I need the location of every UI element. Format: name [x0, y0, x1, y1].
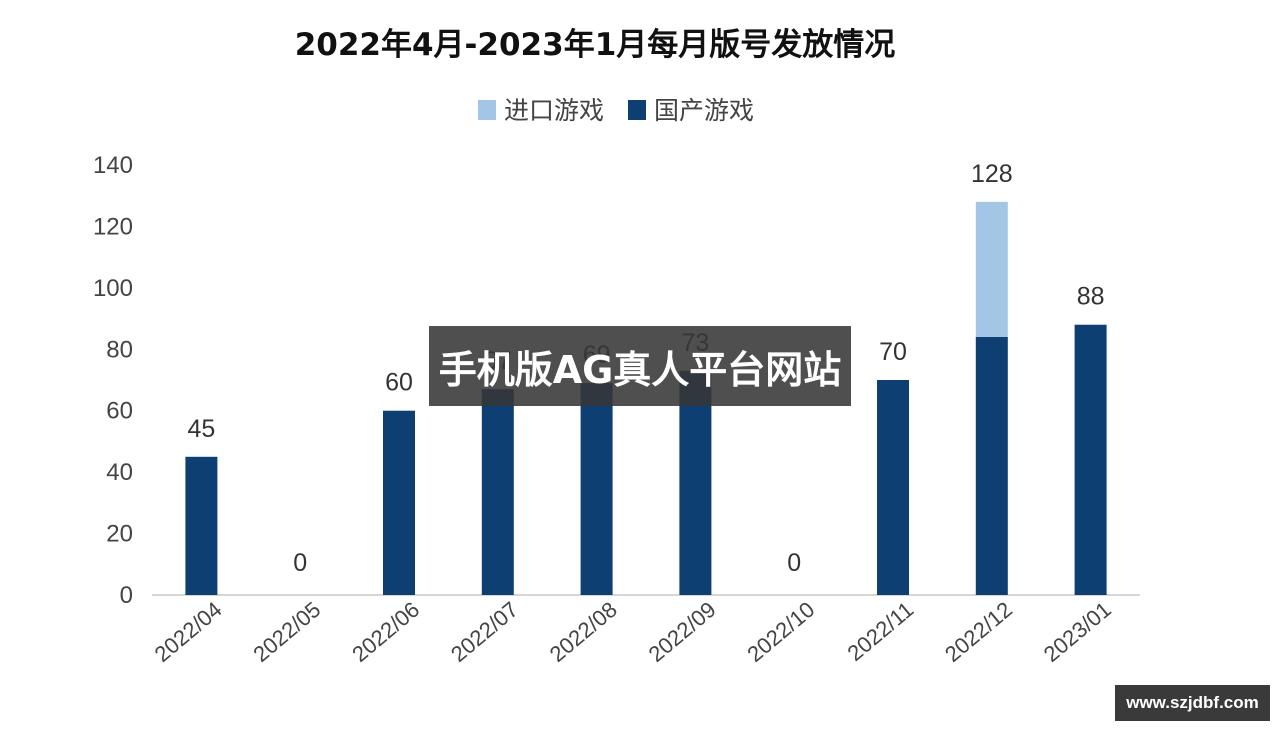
x-tick-label: 2022/11	[842, 597, 918, 666]
y-axis: 0 20 40 60 80 100 120 140	[93, 152, 133, 609]
y-tick-label: 20	[106, 521, 133, 548]
data-label: 60	[385, 369, 413, 397]
legend-swatch-1	[628, 100, 646, 120]
overlay-text: 手机版AG真人平台网站	[438, 347, 842, 392]
legend: 进口游戏 国产游戏	[478, 96, 754, 125]
x-tick-label: 2022/04	[150, 597, 227, 667]
x-axis: 2022/04 2022/05 2022/06 2022/07 2022/08 2022/…	[150, 597, 1116, 667]
x-tick-label: 2022/12	[940, 597, 1017, 667]
x-tick-label: 2022/07	[446, 597, 523, 667]
y-tick-label: 80	[106, 336, 133, 363]
bar-2022-12-series-1	[975, 201, 1008, 337]
bars	[185, 201, 1107, 595]
bar-2023-01-series-0	[1074, 324, 1107, 595]
legend-label-0: 进口游戏	[504, 96, 604, 125]
y-tick-label: 40	[106, 459, 133, 486]
watermark: www.szjdbf.com	[1115, 685, 1270, 721]
x-tick-label: 2022/08	[545, 597, 622, 667]
overlay-banner: 手机版AG真人平台网站	[429, 326, 851, 406]
chart-title: 2022年4月-2023年1月每月版号发放情况	[295, 27, 896, 63]
data-label: 0	[293, 549, 307, 577]
y-tick-label: 60	[106, 398, 133, 425]
bar-2022-08-series-0	[580, 383, 613, 595]
bar-2022-06-series-0	[383, 410, 415, 595]
x-tick-label: 2022/10	[742, 597, 819, 667]
y-tick-label: 0	[120, 582, 133, 609]
y-tick-label: 140	[93, 152, 133, 179]
data-label: 128	[971, 160, 1013, 188]
x-tick-label: 2022/09	[644, 597, 721, 667]
bar-2022-12-series-0	[975, 337, 1008, 595]
data-label: 45	[187, 415, 215, 443]
x-tick-label: 2022/05	[248, 597, 325, 667]
bar-2022-11-series-0	[877, 380, 909, 595]
bar-2022-09-series-0	[679, 370, 712, 595]
legend-swatch-0	[478, 100, 496, 120]
y-tick-label: 120	[93, 213, 133, 240]
data-label: 0	[787, 549, 801, 577]
legend-label-1: 国产游戏	[654, 96, 754, 125]
watermark-text: www.szjdbf.com	[1126, 693, 1259, 712]
data-label: 88	[1077, 283, 1105, 311]
bar-2022-04-series-0	[185, 456, 218, 595]
x-tick-label: 2022/06	[347, 597, 424, 667]
bar-2022-07-series-0	[481, 389, 514, 595]
x-tick-label: 2023/01	[1039, 597, 1116, 667]
data-label: 70	[879, 338, 907, 366]
y-tick-label: 100	[93, 275, 133, 302]
